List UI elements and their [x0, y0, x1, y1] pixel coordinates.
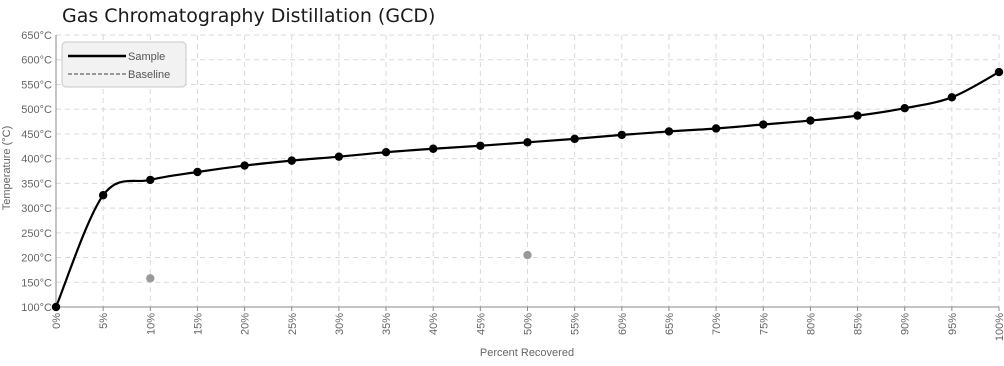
- x-tick-label: 70%: [711, 313, 723, 335]
- x-tick-label: 95%: [947, 313, 959, 335]
- chart-title: Gas Chromatography Distillation (GCD): [62, 5, 435, 27]
- sample-data-point: [146, 175, 155, 185]
- y-tick-label: 250°C: [21, 228, 52, 240]
- x-tick-label: 55%: [570, 313, 582, 335]
- legend[interactable]: Sample Baseline: [61, 41, 187, 88]
- x-tick-label: 90%: [900, 313, 912, 335]
- sample-data-point: [240, 161, 249, 170]
- sample-data-point: [193, 167, 202, 177]
- y-tick-label: 100°C: [21, 302, 52, 314]
- sample-data-point: [429, 144, 438, 153]
- x-tick-label: 30%: [334, 313, 346, 335]
- x-tick-label: 50%: [523, 313, 535, 335]
- x-tick-label: 85%: [853, 313, 865, 335]
- legend-box: [61, 41, 187, 88]
- sample-data-point: [381, 148, 391, 157]
- x-tick-label: 75%: [758, 313, 770, 335]
- y-tick-label: 450°C: [21, 129, 52, 141]
- axes: 100°C 150°C 200°C 250°C 300°C 350°C 400°C 450°C…: [21, 30, 1004, 341]
- sample-data-point: [287, 156, 296, 165]
- y-tick-label: 400°C: [21, 154, 52, 166]
- x-tick-label: 65%: [664, 313, 676, 335]
- x-axis-label: Percent Recovered: [480, 347, 574, 359]
- sample-data-point: [664, 127, 674, 136]
- y-tick-label: 350°C: [21, 178, 52, 190]
- sample-data-point: [994, 67, 1004, 77]
- baseline-data-point: [146, 274, 155, 283]
- x-tick-label: 0%: [51, 313, 63, 329]
- x-tick-label: 25%: [287, 313, 299, 335]
- x-tick-label: 10%: [145, 313, 157, 335]
- x-tick-label: 5%: [98, 313, 110, 329]
- sample-data-point: [711, 124, 721, 133]
- y-tick-label: 200°C: [21, 253, 52, 265]
- sample-data-point: [947, 93, 957, 102]
- sample-data-point: [900, 103, 909, 113]
- x-tick-label: 100%: [994, 313, 1004, 341]
- x-tick-label: 80%: [805, 313, 817, 335]
- sample-data-point: [617, 130, 626, 140]
- x-tick-label: 15%: [192, 313, 204, 335]
- sample-data-point: [570, 134, 579, 144]
- sample-data-point: [806, 116, 815, 125]
- sample-data-point: [853, 111, 862, 120]
- legend-baseline-label: Baseline: [128, 69, 170, 81]
- sample-data-point: [98, 191, 108, 200]
- y-tick-label: 550°C: [21, 79, 52, 91]
- series-layer: [51, 67, 1004, 312]
- sample-data-point: [759, 120, 768, 129]
- sample-data-point: [476, 141, 485, 150]
- y-tick-label: 500°C: [21, 104, 52, 116]
- y-tick-label: 650°C: [21, 30, 52, 42]
- y-axis-label: Temperature (°C): [1, 126, 13, 210]
- sample-data-point: [51, 302, 61, 312]
- x-tick-label: 40%: [428, 313, 440, 335]
- y-tick-label: 600°C: [21, 55, 52, 67]
- baseline-data-point: [523, 250, 532, 260]
- x-tick-label: 60%: [617, 313, 629, 335]
- legend-sample-label: Sample: [128, 51, 165, 63]
- y-tick-label: 300°C: [21, 203, 52, 215]
- sample-data-point: [523, 138, 532, 147]
- x-tick-label: 35%: [381, 313, 393, 335]
- x-tick-label: 45%: [475, 313, 487, 335]
- sample-data-point: [334, 152, 344, 161]
- y-tick-label: 150°C: [21, 277, 52, 289]
- x-tick-label: 20%: [240, 313, 252, 335]
